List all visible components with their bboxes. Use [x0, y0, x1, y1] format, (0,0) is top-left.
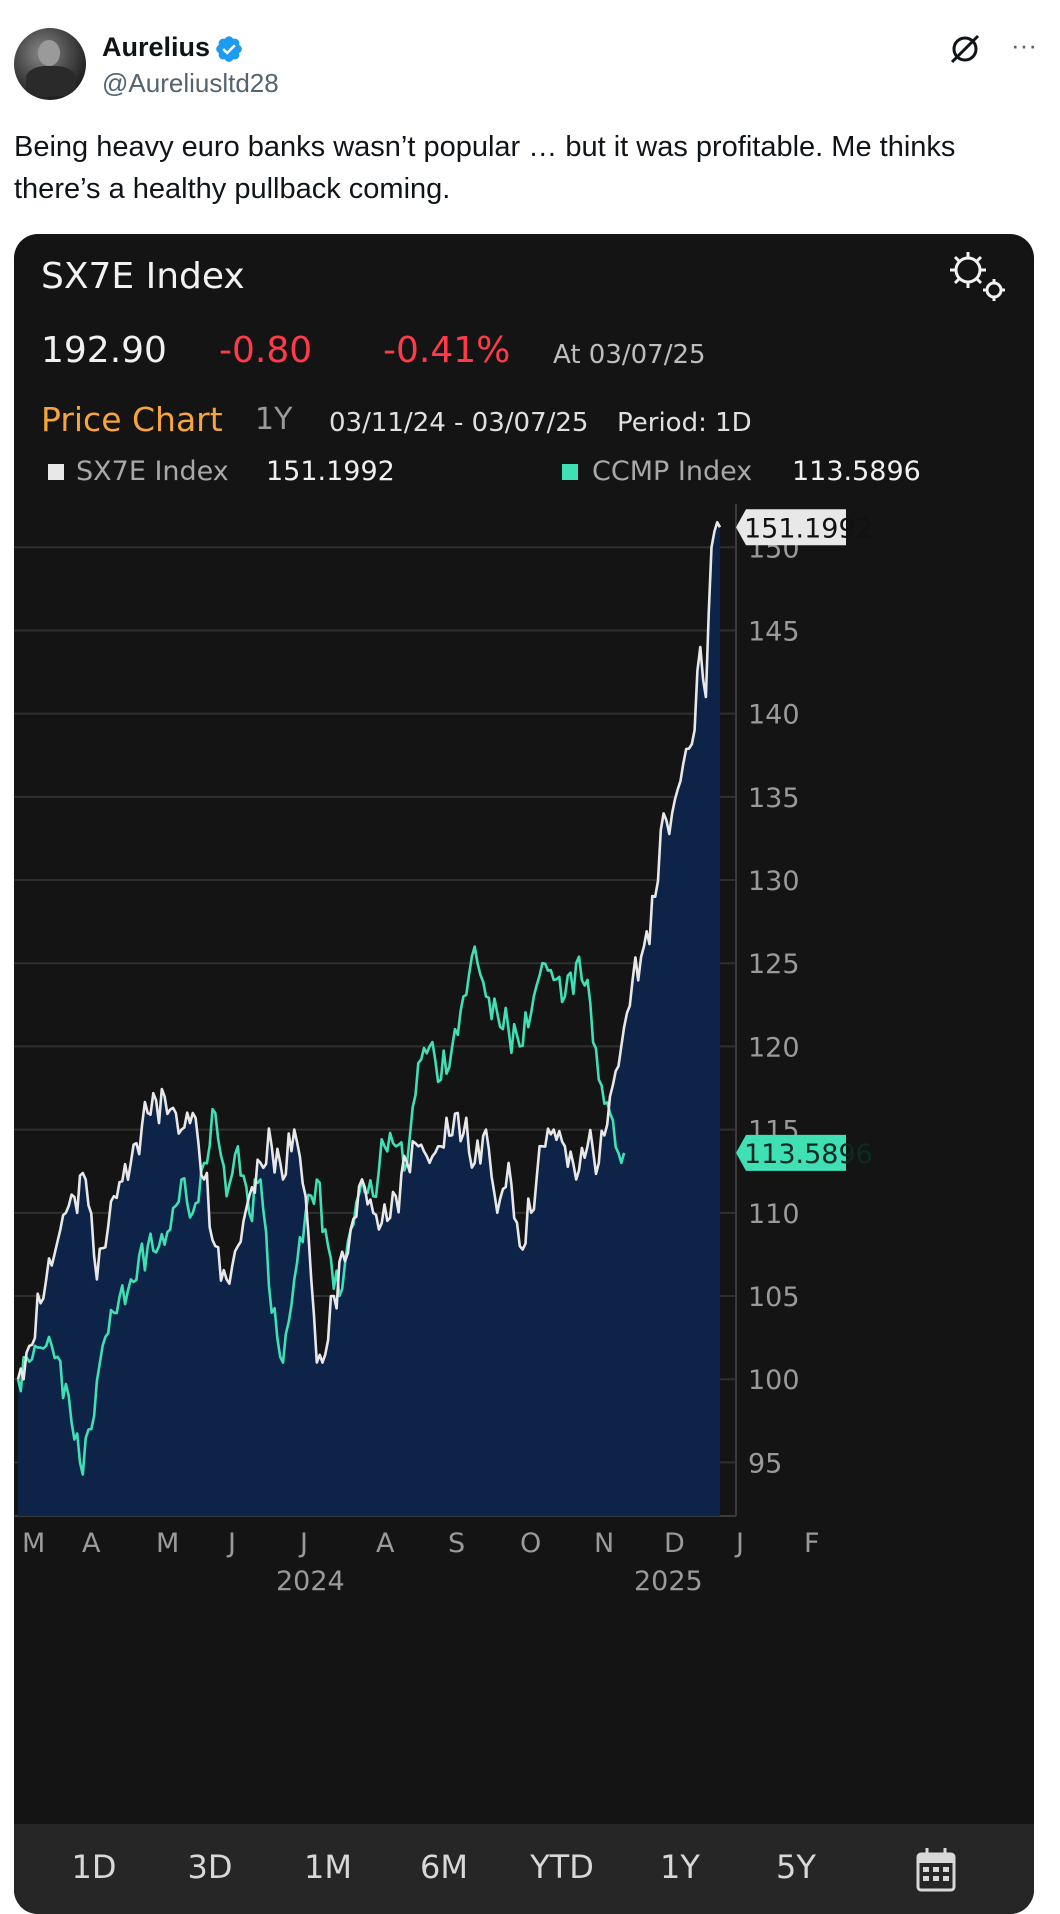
x-month-label: M: [156, 1528, 179, 1559]
x-month-label: J: [734, 1528, 744, 1559]
author-avatar[interactable]: [14, 28, 86, 100]
price-change-pct: -0.41%: [383, 330, 511, 371]
x-month-label: A: [82, 1528, 101, 1559]
x-month-label: D: [664, 1528, 685, 1559]
grok-icon[interactable]: [948, 32, 982, 66]
verified-badge-icon: [216, 36, 242, 62]
author-name[interactable]: Aurelius: [102, 32, 211, 62]
chart-info-row: Price Chart 1Y 03/11/24 - 03/07/25 Perio…: [41, 400, 941, 444]
range-button-1m[interactable]: 1M: [304, 1848, 352, 1886]
y-tick-label: 125: [748, 949, 800, 980]
period-label: Period: 1D: [617, 408, 752, 438]
y-tick-label: 140: [748, 700, 800, 731]
last-price: 192.90: [41, 330, 167, 371]
x-month-label: N: [594, 1528, 614, 1559]
avatar-body: [26, 66, 76, 96]
legend-swatch-ccmp: [562, 464, 578, 480]
range-button-1d[interactable]: 1D: [71, 1848, 117, 1886]
price-chart[interactable]: 95100105110115120125130135140145150151.1…: [14, 504, 1034, 1704]
legend-swatch-sx7e: [48, 464, 64, 480]
y-tick-label: 130: [748, 866, 800, 897]
sx7e-last-value-tag-label: 151.1992: [744, 513, 873, 544]
x-year-label: 2025: [634, 1566, 703, 1597]
as-of-date: At 03/07/25: [553, 340, 706, 370]
date-range: 03/11/24 - 03/07/25: [329, 408, 589, 438]
range-button-6m[interactable]: 6M: [420, 1848, 468, 1886]
sx7e-series-line: [16, 521, 722, 1381]
avatar-head: [38, 40, 60, 66]
x-month-label: J: [298, 1528, 308, 1559]
y-tick-label: 120: [748, 1032, 800, 1063]
price-change: -0.80: [219, 330, 313, 371]
y-tick-label: 135: [748, 783, 800, 814]
range-button-5y[interactable]: 5Y: [776, 1848, 816, 1886]
y-tick-label: 145: [748, 616, 800, 647]
tweet-header: Aurelius @Aureliusltd28 ···: [14, 28, 1044, 104]
range-button-1y[interactable]: 1Y: [660, 1848, 700, 1886]
range-selector-bar: 1D 3D 1M 6M YTD 1Y 5Y: [14, 1824, 1034, 1914]
more-options-icon[interactable]: ···: [1011, 30, 1037, 60]
x-month-label: S: [448, 1528, 465, 1559]
legend-name-sx7e: SX7E Index: [76, 456, 229, 487]
legend-value-ccmp: 113.5896: [792, 456, 921, 487]
y-tick-label: 95: [748, 1448, 782, 1479]
y-tick-label: 110: [748, 1199, 800, 1230]
legend-name-ccmp: CCMP Index: [592, 456, 753, 487]
index-title: SX7E Index: [41, 256, 245, 297]
price-row: 192.90 -0.80 -0.41% At 03/07/25: [41, 330, 941, 380]
sx7e-last-value-tag: [736, 509, 846, 546]
chart-legend: SX7E Index 151.1992 CCMP Index 113.5896: [48, 452, 1008, 492]
x-month-label: J: [226, 1528, 236, 1559]
settings-gear-icon[interactable]: [942, 248, 1012, 308]
x-year-label: 2024: [276, 1566, 345, 1597]
chart-card[interactable]: SX7E Index 192.90 -0.80 -0.41% At 03/07/…: [14, 234, 1034, 1914]
x-month-label: A: [376, 1528, 395, 1559]
range-button-3d[interactable]: 3D: [187, 1848, 233, 1886]
sx7e-area-fill: [18, 522, 720, 1516]
tweet-text: Being heavy euro banks wasn’t popular … …: [14, 131, 956, 205]
y-tick-label: 100: [748, 1365, 800, 1396]
ccmp-last-value-tag: [736, 1134, 846, 1171]
ccmp-series-line: [16, 945, 626, 1476]
x-month-label: M: [22, 1528, 45, 1559]
ccmp-last-value-tag-label: 113.5896: [744, 1139, 873, 1170]
y-tick-label: 105: [748, 1282, 800, 1313]
x-month-label: F: [804, 1528, 820, 1559]
calendar-icon[interactable]: [916, 1846, 956, 1892]
range-button-ytd[interactable]: YTD: [530, 1848, 594, 1886]
legend-value-sx7e: 151.1992: [266, 456, 395, 487]
price-chart-label: Price Chart: [41, 400, 223, 439]
author-handle[interactable]: @Aureliusltd28: [102, 68, 279, 98]
x-month-label: O: [520, 1528, 541, 1559]
selected-range: 1Y: [255, 402, 293, 437]
